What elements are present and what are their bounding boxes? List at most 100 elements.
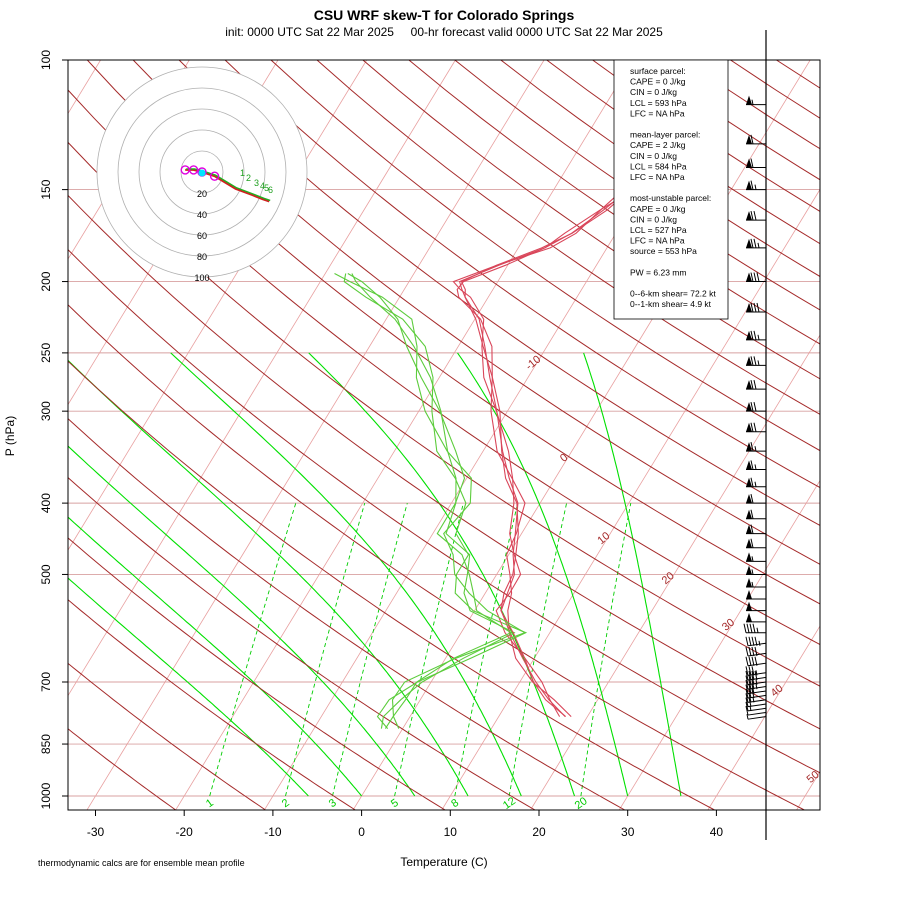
wind-barb bbox=[746, 552, 766, 562]
dry-adiabat-line bbox=[224, 60, 820, 489]
hodograph-ring-label: 100 bbox=[194, 273, 209, 283]
dry-adiabat-line bbox=[68, 728, 177, 810]
mixing-ratio-labels: 1 2 3 5 8 12 20 bbox=[204, 795, 590, 812]
dry-adiabat-line bbox=[68, 194, 820, 730]
wind-barb-halfflag bbox=[756, 627, 759, 633]
wind-barb-halfflag bbox=[755, 679, 758, 685]
wind-barb-pennant bbox=[746, 238, 752, 248]
dewpoint-line bbox=[347, 273, 513, 729]
moist-adiabat-line bbox=[308, 352, 576, 797]
wind-barb-flag bbox=[748, 666, 752, 676]
wind-barb-flag bbox=[750, 210, 754, 221]
isotherm-line bbox=[68, 60, 456, 697]
hodograph-ring-label: 80 bbox=[197, 252, 207, 262]
info-box-line: CAPE = 0 J/kg bbox=[630, 77, 686, 87]
wind-barb-flag bbox=[750, 272, 754, 282]
wind-barb-flag bbox=[750, 356, 754, 366]
sounding-profiles bbox=[334, 104, 721, 729]
wind-barb-shaft bbox=[747, 716, 767, 720]
wind-barb bbox=[746, 302, 766, 313]
hodograph-ring-label: 40 bbox=[197, 210, 207, 220]
wind-barb-pennant bbox=[746, 211, 752, 221]
isotherm-line bbox=[86, 60, 545, 810]
dry-adiabat-line bbox=[68, 360, 716, 810]
wind-barb-flag bbox=[754, 656, 758, 666]
isotherm-line bbox=[352, 60, 811, 810]
wind-barb bbox=[746, 538, 766, 549]
info-box-line: CIN = 0 J/kg bbox=[630, 151, 677, 161]
pressure-tick-label: 300 bbox=[39, 401, 53, 421]
wind-barb-pennant bbox=[746, 180, 752, 190]
wind-barb bbox=[746, 134, 766, 145]
info-box-line: LFC = NA hPa bbox=[630, 108, 685, 118]
wind-barb-pennant bbox=[746, 402, 752, 412]
wind-barb-flag bbox=[756, 272, 760, 282]
moist-adiabat-line bbox=[457, 352, 629, 797]
wind-barb-pennant bbox=[746, 509, 752, 519]
wind-barb-flag bbox=[748, 636, 752, 646]
hodograph-origin bbox=[198, 169, 206, 177]
wind-barb-flag bbox=[745, 693, 749, 703]
wind-barb-halfflag bbox=[751, 556, 754, 562]
wind-barb bbox=[746, 524, 766, 535]
wind-barb-halfflag bbox=[751, 569, 754, 575]
hodograph-ring-label: 60 bbox=[197, 231, 207, 241]
wind-barb-pennant bbox=[746, 95, 752, 105]
wind-barb-flag bbox=[750, 442, 754, 452]
moist-adiabat-line bbox=[68, 577, 309, 797]
wind-barb bbox=[746, 402, 766, 412]
mixing-ratio-line bbox=[508, 503, 568, 797]
wind-barb-flag bbox=[756, 302, 760, 313]
chart-subtitle: init: 0000 UTC Sat 22 Mar 2025 00-hr for… bbox=[225, 25, 663, 39]
wind-barb-pennant bbox=[746, 272, 752, 282]
wind-barb-halfflag bbox=[754, 481, 757, 487]
dry-adiabat-line bbox=[316, 60, 820, 415]
hodograph: 20 40 60 80 100 1 2 3 456 bbox=[96, 66, 308, 283]
wind-barb bbox=[746, 158, 766, 169]
temperature-tick-label: -10 bbox=[264, 825, 282, 839]
info-box-line: CAPE = 0 J/kg bbox=[630, 204, 686, 214]
plot-frame bbox=[67, 59, 821, 811]
dry-adiabat-line bbox=[68, 476, 536, 810]
wind-barb bbox=[746, 494, 766, 504]
wind-barb-flag bbox=[750, 302, 754, 313]
wind-barb bbox=[746, 442, 766, 452]
wind-barb-halfflag bbox=[757, 242, 760, 248]
hodograph-height-label: 6 bbox=[268, 185, 273, 195]
wind-barb bbox=[746, 460, 766, 470]
wind-barb-flag bbox=[746, 623, 750, 633]
moist-adiabat-line bbox=[68, 359, 469, 797]
dewpoint-line bbox=[334, 273, 527, 729]
info-box-line: PW = 6.23 mm bbox=[630, 267, 686, 277]
dry-adiabat-line bbox=[86, 60, 820, 605]
dry-adiabat-line bbox=[68, 304, 806, 810]
mixing-ratio-label: 12 bbox=[501, 795, 518, 812]
pressure-tick-label: 250 bbox=[39, 343, 53, 363]
wind-barb-flag bbox=[753, 238, 757, 248]
hodograph-height-label: 4 bbox=[260, 181, 265, 191]
wind-barb-flag bbox=[751, 666, 755, 676]
wind-barb bbox=[746, 272, 766, 283]
wind-barb-halfflag bbox=[757, 360, 760, 366]
hodograph-trace bbox=[185, 168, 270, 203]
info-box-line: most-unstable parcel: bbox=[630, 193, 711, 203]
wind-barb-flag bbox=[745, 701, 749, 711]
x-axis-label: Temperature (C) bbox=[400, 855, 487, 869]
mixing-ratio-label: 20 bbox=[573, 795, 590, 812]
hodograph-height-label: 2 bbox=[246, 173, 251, 183]
dry-adiabat-line bbox=[68, 248, 820, 774]
wind-barb-flag bbox=[745, 675, 749, 685]
dry-adiabat-line bbox=[68, 89, 820, 646]
hodograph-marker bbox=[209, 171, 220, 181]
dewpoint-line bbox=[343, 273, 528, 729]
wind-barb-flag bbox=[750, 402, 754, 412]
temperature-tick-label: 20 bbox=[532, 825, 546, 839]
wind-barb-flag bbox=[743, 623, 747, 633]
wind-barb-flag bbox=[753, 330, 757, 340]
wind-barb-pennant bbox=[746, 380, 752, 390]
wind-barb-flag bbox=[749, 623, 753, 633]
pressure-tick-label: 1000 bbox=[39, 782, 53, 809]
info-box-line: source = 553 hPa bbox=[630, 246, 697, 256]
wind-barb-flag bbox=[751, 656, 755, 666]
